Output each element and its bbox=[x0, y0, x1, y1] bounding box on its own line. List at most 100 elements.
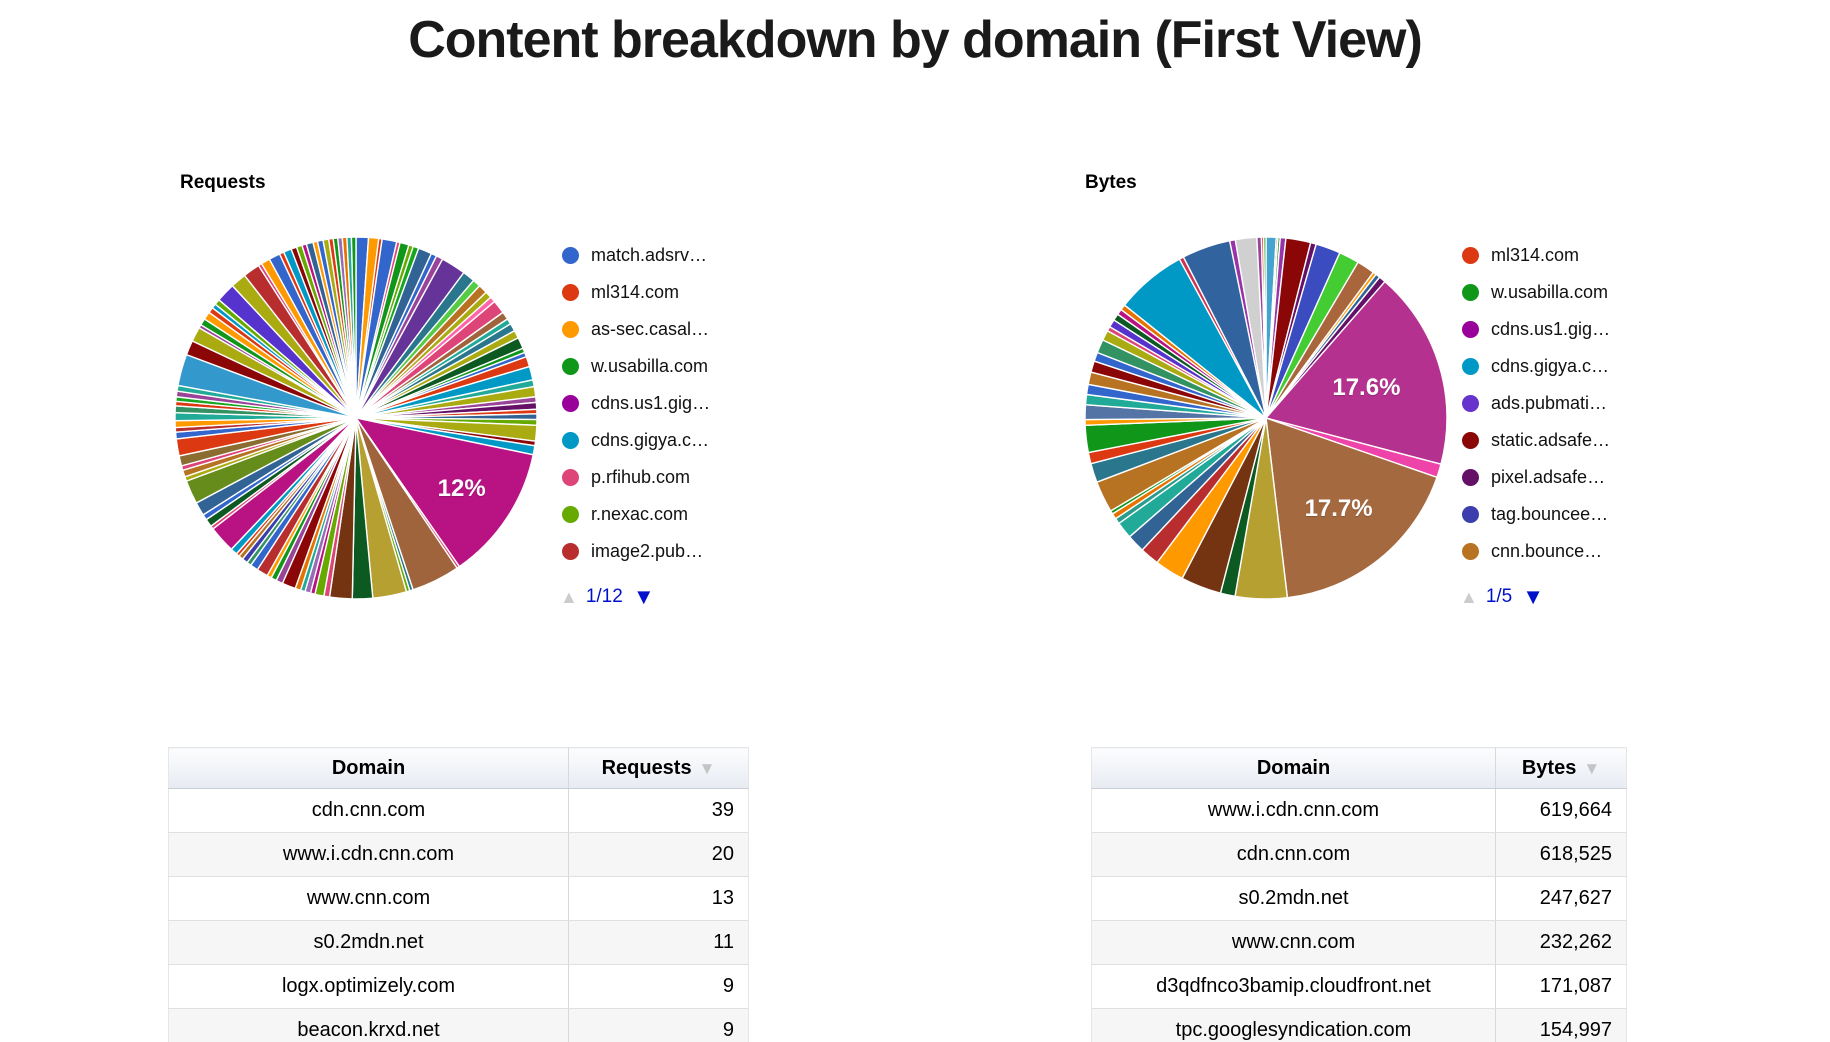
domain-cell: s0.2mdn.net bbox=[168, 920, 569, 965]
value-cell: 9 bbox=[568, 964, 749, 1009]
legend-page-up-icon[interactable]: ▲ bbox=[1460, 586, 1478, 607]
legend-item-label: w.usabilla.com bbox=[591, 356, 709, 376]
legend-item[interactable]: w.usabilla.com bbox=[562, 348, 772, 385]
legend-item[interactable]: pixel.adsafe… bbox=[1462, 459, 1672, 496]
table-row: d3qdfnco3bamip.cloudfront.net 171,087 bbox=[1091, 964, 1627, 1009]
requests-pie-chart[interactable]: 12% bbox=[170, 232, 542, 604]
legend-item[interactable]: image2.pub… bbox=[562, 533, 772, 570]
table-row: logx.optimizely.com 9 bbox=[168, 964, 749, 1009]
legend-item-label: cnn.bounce… bbox=[1491, 541, 1603, 561]
table-row: www.cnn.com 232,262 bbox=[1091, 920, 1627, 965]
legend-color-dot-icon bbox=[562, 432, 579, 449]
column-header-requests[interactable]: Requests ▼ bbox=[568, 747, 749, 789]
value-cell: 618,525 bbox=[1495, 832, 1627, 877]
legend-item[interactable]: tag.bouncee… bbox=[1462, 496, 1672, 533]
legend-item[interactable]: ml314.com bbox=[1462, 237, 1672, 274]
legend-color-dot-icon bbox=[562, 358, 579, 375]
legend-item[interactable]: p.rfihub.com bbox=[562, 459, 772, 496]
legend-item[interactable]: w.usabilla.com bbox=[1462, 274, 1672, 311]
column-header-label: Bytes bbox=[1521, 756, 1577, 779]
column-header-label: Domain bbox=[331, 756, 406, 779]
column-header-label: Requests bbox=[601, 756, 692, 779]
legend-color-dot-icon bbox=[1462, 506, 1479, 523]
legend-item[interactable]: ml314.com bbox=[562, 274, 772, 311]
value-cell: 154,997 bbox=[1495, 1008, 1627, 1042]
legend-item[interactable]: ads.pubmati… bbox=[1462, 385, 1672, 422]
pie-slice[interactable] bbox=[350, 236, 357, 419]
legend-color-dot-icon bbox=[1462, 469, 1479, 486]
legend-item[interactable]: cdns.us1.gig… bbox=[1462, 311, 1672, 348]
legend-item[interactable]: cdns.us1.gig… bbox=[562, 385, 772, 422]
legend-item-label: ads.pubmati… bbox=[1491, 393, 1608, 413]
bytes-chart-title: Bytes bbox=[1085, 172, 1137, 193]
table-row: www.cnn.com 13 bbox=[168, 876, 749, 921]
column-header-bytes[interactable]: Bytes ▼ bbox=[1495, 747, 1627, 789]
value-cell: 619,664 bbox=[1495, 788, 1627, 833]
legend-color-dot-icon bbox=[562, 284, 579, 301]
value-cell: 9 bbox=[568, 1008, 749, 1042]
legend-color-dot-icon bbox=[562, 543, 579, 560]
legend-item[interactable]: cdns.gigya.c… bbox=[1462, 348, 1672, 385]
domain-cell: s0.2mdn.net bbox=[1091, 876, 1496, 921]
legend-item-label: match.adsrv… bbox=[591, 245, 708, 265]
column-header-domain[interactable]: Domain bbox=[168, 747, 569, 789]
value-cell: 13 bbox=[568, 876, 749, 921]
legend-item-label: ml314.com bbox=[591, 282, 680, 302]
legend-color-dot-icon bbox=[1462, 247, 1479, 264]
legend-color-dot-icon bbox=[562, 395, 579, 412]
sort-arrow-icon: ▼ bbox=[1583, 758, 1601, 778]
legend-item[interactable]: static.adsafe… bbox=[1462, 422, 1672, 459]
legend-item-label: p.rfihub.com bbox=[591, 467, 691, 487]
bytes-legend-pager: ▲ 1/5 ▼ bbox=[1460, 584, 1544, 610]
legend-color-dot-icon bbox=[1462, 543, 1479, 560]
value-cell: 39 bbox=[568, 788, 749, 833]
legend-color-dot-icon bbox=[562, 506, 579, 523]
legend-item-label: image2.pub… bbox=[591, 541, 704, 561]
legend-item-label: ml314.com bbox=[1491, 245, 1580, 265]
pie-slice[interactable] bbox=[1265, 416, 1438, 599]
pie-slice[interactable] bbox=[1263, 236, 1267, 419]
domain-cell: d3qdfnco3bamip.cloudfront.net bbox=[1091, 964, 1496, 1009]
legend-item-label: r.nexac.com bbox=[591, 504, 689, 524]
value-cell: 232,262 bbox=[1495, 920, 1627, 965]
legend-page-down-icon[interactable]: ▼ bbox=[1522, 584, 1545, 609]
legend-item[interactable]: cnn.bounce… bbox=[1462, 533, 1672, 570]
pie-slice-label: 12% bbox=[438, 475, 486, 502]
pie-slice[interactable] bbox=[354, 416, 535, 568]
value-cell: 171,087 bbox=[1495, 964, 1627, 1009]
legend-color-dot-icon bbox=[1462, 284, 1479, 301]
value-cell: 11 bbox=[568, 920, 749, 965]
legend-color-dot-icon bbox=[1462, 395, 1479, 412]
legend-item-label: as-sec.casal… bbox=[591, 319, 710, 339]
requests-legend: match.adsrv… ml314.com as-sec.casal… w.usab… bbox=[562, 237, 772, 570]
legend-color-dot-icon bbox=[562, 469, 579, 486]
domain-cell: logx.optimizely.com bbox=[168, 964, 569, 1009]
legend-color-dot-icon bbox=[1462, 358, 1479, 375]
legend-item[interactable]: r.nexac.com bbox=[562, 496, 772, 533]
bytes-pie-chart[interactable]: 17.6% 17.7% bbox=[1080, 232, 1452, 604]
pie-slice-label: 17.6% bbox=[1332, 374, 1400, 401]
bytes-table: Domain Bytes ▼ www.i.cdn.cnn.com 619,664 cdn… bbox=[1091, 747, 1627, 1042]
domain-cell: www.cnn.com bbox=[1091, 920, 1496, 965]
domain-cell: cdn.cnn.com bbox=[1091, 832, 1496, 877]
legend-item-label: cdns.gigya.c… bbox=[1491, 356, 1610, 376]
legend-color-dot-icon bbox=[562, 247, 579, 264]
legend-item-label: tag.bouncee… bbox=[1491, 504, 1609, 524]
legend-page-indicator: 1/12 bbox=[585, 586, 623, 607]
legend-page-up-icon[interactable]: ▲ bbox=[560, 586, 578, 607]
table-row: s0.2mdn.net 11 bbox=[168, 920, 749, 965]
legend-page-down-icon[interactable]: ▼ bbox=[632, 584, 655, 609]
bytes-legend: ml314.com w.usabilla.com cdns.us1.gig… cdns… bbox=[1462, 237, 1672, 570]
value-cell: 20 bbox=[568, 832, 749, 877]
legend-item[interactable]: match.adsrv… bbox=[562, 237, 772, 274]
legend-item-label: cdns.us1.gig… bbox=[591, 393, 711, 413]
column-header-domain[interactable]: Domain bbox=[1091, 747, 1496, 789]
table-row: cdn.cnn.com 39 bbox=[168, 788, 749, 833]
legend-color-dot-icon bbox=[562, 321, 579, 338]
legend-item[interactable]: cdns.gigya.c… bbox=[562, 422, 772, 459]
pie-slice[interactable] bbox=[1264, 280, 1448, 466]
legend-color-dot-icon bbox=[1462, 432, 1479, 449]
table-row: www.i.cdn.cnn.com 20 bbox=[168, 832, 749, 877]
legend-item[interactable]: as-sec.casal… bbox=[562, 311, 772, 348]
